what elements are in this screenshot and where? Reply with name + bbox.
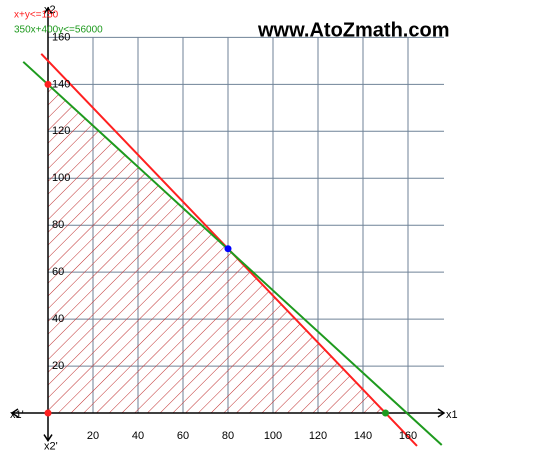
x-tick-label: 20: [87, 430, 99, 442]
arrow: [437, 408, 446, 418]
legend-label: 350x+400y<=56000: [14, 25, 103, 36]
x-tick-label: 60: [177, 430, 189, 442]
y-tick-label: 20: [52, 360, 64, 372]
constraint-line: [22, 61, 443, 446]
corner-point: [224, 245, 232, 253]
y-tick-label: 140: [52, 78, 70, 90]
axis-label: x1: [446, 409, 458, 421]
feasible-region: [48, 84, 386, 414]
x-tick-label: 140: [354, 430, 372, 442]
axis-label: x1': [10, 409, 24, 421]
y-tick-label: 100: [52, 172, 70, 184]
arrow: [43, 6, 53, 15]
x-tick-label: 120: [309, 430, 327, 442]
corner-point: [44, 80, 52, 88]
y-tick-label: 160: [52, 31, 70, 43]
corner-point: [382, 409, 389, 417]
arrow: [10, 408, 19, 418]
y-tick-label: 120: [52, 125, 70, 137]
arrow: [43, 434, 53, 442]
watermark: www.AtoZmath.com: [257, 19, 449, 41]
y-tick-label: 80: [52, 219, 64, 231]
x-tick-label: 100: [264, 430, 282, 442]
y-tick-label: 60: [52, 266, 64, 278]
axis-label: x2: [44, 4, 56, 16]
legend-label: x+y<=150: [14, 10, 59, 21]
x-tick-label: 80: [222, 430, 234, 442]
corner-point: [44, 409, 52, 417]
x-tick-label: 160: [399, 430, 417, 442]
y-tick-label: 40: [52, 313, 64, 325]
x-tick-label: 40: [132, 430, 144, 442]
axis-label: x2': [44, 441, 58, 453]
